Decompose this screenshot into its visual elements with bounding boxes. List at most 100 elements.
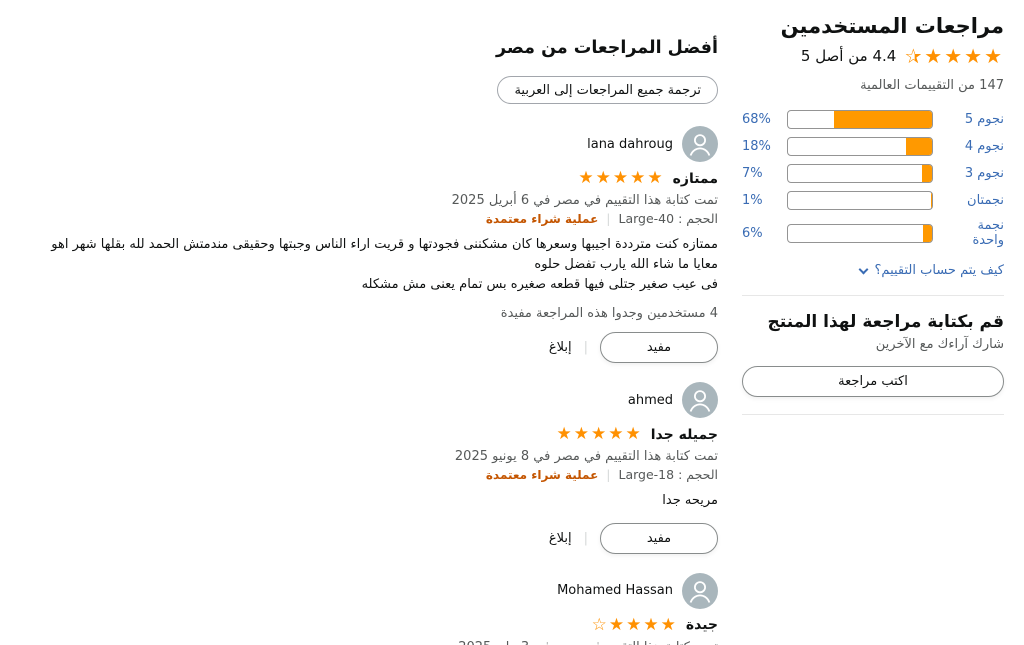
review-actions-row: مفيد | إبلاغ [18,332,718,364]
translate-all-reviews-button[interactable]: ترجمة جميع المراجعات إلى العربية [497,76,718,104]
reviewer-avatar-icon [682,572,718,609]
rating-bar-fill [930,192,932,210]
star-filled-icon: ★ [612,168,631,188]
star-filled-icon: ★ [643,614,661,635]
review-card: ahmed جميله جدا ★★★★★ تمت كتابة هذا التق… [18,382,719,554]
review-star-rating-icons: ★★★★★ [578,170,664,187]
how-ratings-calculated-label: كيف يتم حساب التقييم؟ [874,263,1004,279]
review-body-line: معايا ما شاء الله يارب تفضل حلوه [534,257,718,273]
histogram-percent[interactable]: 18% [742,139,771,155]
actions-separator: | [583,530,588,546]
actions-separator: | [583,340,588,356]
review-title-row[interactable]: جميله جدا ★★★★★ [18,426,719,443]
reviewer-row[interactable]: ahmed [18,382,718,419]
how-ratings-calculated-link[interactable]: كيف يتم حساب التقييم؟ [742,263,1004,278]
review-title: ممتازه [672,170,718,187]
review-meta-row: الحجم : Large-18 | عملية شراء معتمدة [18,467,718,482]
rating-bar[interactable] [787,191,933,211]
histogram-star-label[interactable]: نجمتان [967,193,1004,209]
meta-separator: | [606,211,611,226]
write-review-button[interactable]: اكتب مراجعة [742,366,1004,398]
overall-star-rating-icons: ★★★★★ ★ ☆ [904,46,1004,66]
reviewer-row[interactable]: Mohamed Hassan [18,572,718,609]
helpful-button[interactable]: مفيد [600,522,718,554]
reviewer-row[interactable]: lana dahroug [18,126,718,162]
review-body-line: ممتازه كنت مترددة اجيبها وسعرها كان مشكن… [51,237,718,252]
star-filled-icon: ★ [964,44,985,69]
star-empty-icon: ☆ [591,614,609,635]
report-link[interactable]: إبلاغ [548,340,572,356]
verified-purchase-badge[interactable]: عملية شراء معتمدة [485,467,599,482]
star-filled-icon: ★ [608,424,626,445]
star-filled-icon: ★ [595,168,613,188]
histogram-star-label[interactable]: 3 نجوم [964,166,1004,182]
review-body: ممتازه كنت مترددة اجيبها وسعرها كان مشكن… [18,235,718,295]
histogram-row[interactable]: 5 نجوم 68% [742,110,1004,130]
review-star-rating-icons: ★★★★★ [557,426,643,443]
rating-bar[interactable] [787,110,933,130]
review-body: مريحه جدا [18,491,718,511]
star-filled-icon: ★ [647,168,665,188]
top-reviews-title: أفضل المراجعات من مصر [496,38,718,58]
overall-rating-row: ★★★★★ ★ ☆ 4.4 من أصل 5 [742,46,1004,66]
reviewer-avatar-icon [682,126,718,162]
review-title-row[interactable]: ممتازه ★★★★★ [18,170,718,187]
star-half-icon: ★ ★ ☆ [904,44,925,69]
review-body-line: فى عيب صغير جتلى فيها قطعه صغيره بس تمام… [361,277,718,293]
histogram-row[interactable]: 3 نجوم 7% [742,164,1004,184]
write-review-title: قم بكتابة مراجعة لهذا المنتج [767,312,1005,333]
review-title: جميله جدا [650,426,718,443]
report-link[interactable]: إبلاغ [548,530,572,546]
reviewer-name: ahmed [627,392,673,408]
histogram-star-label[interactable]: نجمة واحدة [972,218,1004,249]
star-filled-icon: ★ [660,614,678,635]
rating-bar-fill [834,111,932,129]
review-date: تمت كتابة هذا التقييم في مصر في 3 مايو 2… [18,640,718,645]
reviewer-name: lana dahroug [587,136,673,152]
review-size-attribute: الحجم : Large-18 [618,467,719,483]
reviews-summary-sidebar: مراجعات المستخدمين ★★★★★ ★ ☆ 4.4 من أصل 5 … [742,12,1004,645]
helpful-button[interactable]: مفيد [600,332,718,364]
review-card: Mohamed Hassan جيدة ★★★★☆ تمت كتابة هذا … [18,572,718,645]
star-filled-icon: ★ [626,614,644,635]
review-size-attribute: الحجم : Large-40 [618,211,719,226]
reviewer-name: Mohamed Hassan [557,583,673,599]
star-filled-icon: ★ [556,424,574,445]
review-date: تمت كتابة هذا التقييم في مصر في 6 أبريل … [451,193,718,208]
histogram-star-label[interactable]: 5 نجوم [964,112,1004,128]
histogram-row[interactable]: 4 نجوم 18% [742,137,1004,157]
reviewer-avatar-icon [682,382,718,419]
histogram-row[interactable]: نجمتان 1% [742,191,1004,211]
top-reviews-section: أفضل المراجعات من مصر ترجمة جميع المراجع… [18,12,718,645]
histogram-star-label[interactable]: 4 نجوم [964,139,1004,155]
global-ratings-count: 147 من التقييمات العالمية [860,78,1004,94]
star-filled-icon: ★ [944,44,965,69]
reviews-list: lana dahroug ممتازه ★★★★★ تمت كتابة هذا … [18,126,718,645]
review-title: جيدة [685,617,718,634]
ratings-histogram: 5 نجوم 68% 4 نجوم 18% 3 نجوم 7% نجمتان 1… [742,110,1004,248]
star-filled-icon: ★ [608,614,627,635]
star-filled-icon: ★ [625,424,643,445]
reviews-summary-title: مراجعات المستخدمين [780,14,1004,38]
histogram-percent[interactable]: 6% [742,225,763,241]
review-title-row[interactable]: جيدة ★★★★☆ [18,614,718,635]
star-filled-icon: ★ [630,168,648,188]
histogram-row[interactable]: نجمة واحدة 6% [742,218,1004,248]
sidebar-divider [742,295,1004,297]
histogram-percent[interactable]: 1% [742,193,763,209]
star-filled-icon: ★ [578,168,596,188]
rating-bar[interactable] [787,137,933,157]
rating-bar[interactable] [787,223,933,243]
review-card: lana dahroug ممتازه ★★★★★ تمت كتابة هذا … [18,126,719,364]
rating-bar-fill [921,165,932,183]
write-review-subtitle: شارك آراءك مع الآخرين [875,337,1004,353]
verified-purchase-badge[interactable]: عملية شراء معتمدة [485,211,599,226]
histogram-percent[interactable]: 68% [742,112,771,128]
histogram-percent[interactable]: 7% [742,166,763,182]
helpful-count: 4 مستخدمين وجدوا هذه المراجعة مفيدة [500,306,718,322]
review-date: تمت كتابة هذا التقييم في مصر في 8 يونيو … [454,449,718,465]
rating-bar[interactable] [787,164,933,184]
chevron-down-icon [858,264,868,275]
rating-bar-fill [923,224,932,242]
